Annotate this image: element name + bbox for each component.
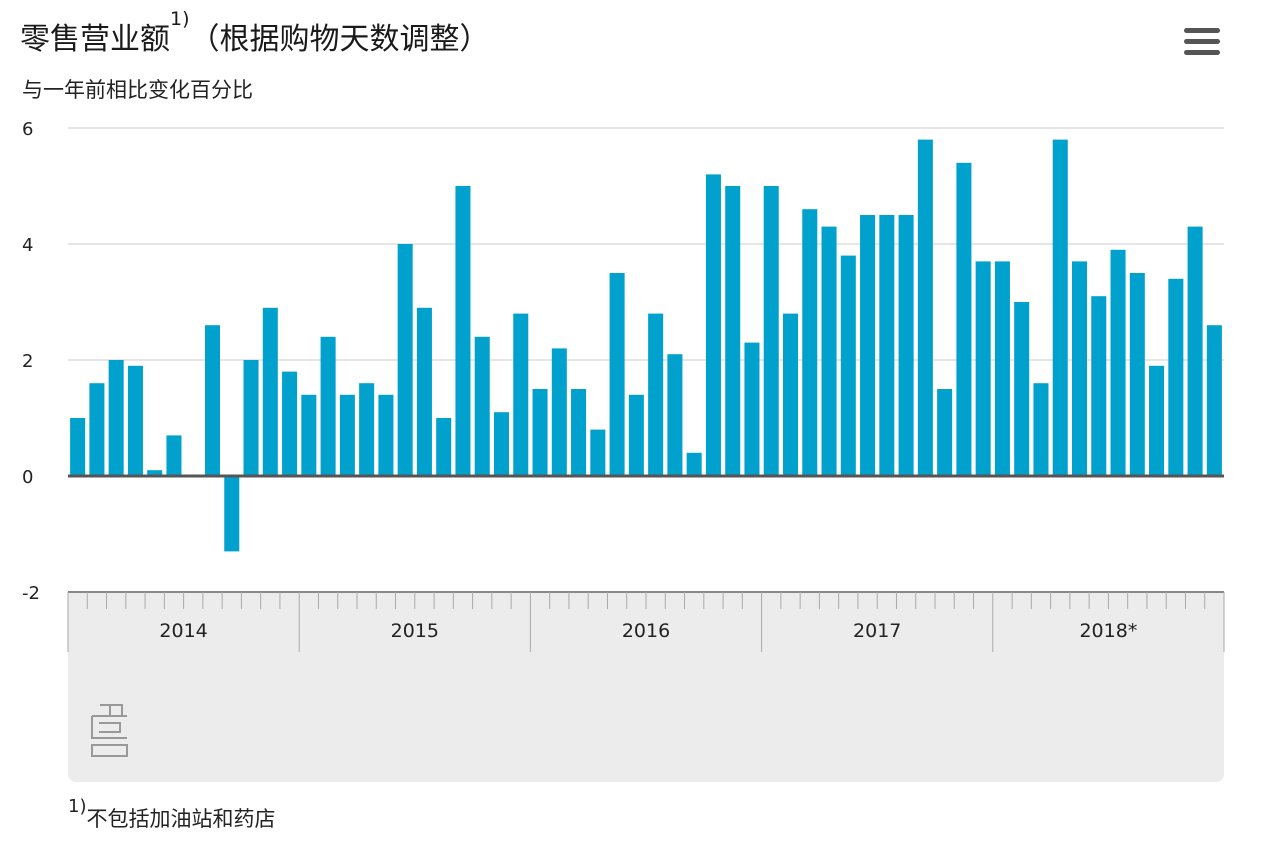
y-tick-label: 6	[22, 119, 33, 140]
bar	[686, 452, 702, 476]
footnote-marker: 1)	[68, 796, 87, 817]
y-tick-label: 0	[22, 467, 33, 488]
bar	[667, 354, 683, 476]
bar	[301, 394, 317, 476]
bar	[282, 371, 298, 476]
bar	[262, 307, 278, 476]
bar	[416, 307, 432, 476]
bar	[320, 336, 336, 476]
bar	[1033, 383, 1049, 476]
bar	[1129, 273, 1145, 476]
bar	[628, 394, 644, 476]
footnote-text: 不包括加油站和药店	[86, 807, 276, 831]
logo-icon	[91, 704, 128, 757]
bar	[1071, 261, 1088, 476]
y-tick-label: -2	[22, 583, 40, 604]
chart-title-text: 零售营业额	[20, 22, 170, 57]
bar	[70, 418, 86, 476]
x-year-label: 2018*	[1079, 620, 1137, 642]
bar	[359, 383, 375, 476]
bar	[705, 174, 721, 476]
x-year-label: 2015	[391, 620, 439, 642]
bar	[204, 325, 221, 476]
bar	[436, 418, 452, 476]
chart-title-qualifier: （根据购物天数调整）	[189, 22, 490, 57]
bar	[956, 162, 972, 477]
bar	[975, 261, 991, 476]
bar	[1014, 302, 1030, 476]
footnote: 1)不包括加油站和药店	[68, 798, 276, 833]
bar	[493, 412, 510, 476]
x-axis-panel	[68, 592, 1224, 782]
hamburger-menu-icon[interactable]	[1184, 28, 1220, 56]
bar	[551, 348, 567, 476]
bar	[1091, 296, 1107, 476]
bar	[108, 360, 124, 476]
y-tick-label: 4	[22, 235, 33, 256]
bar	[821, 226, 837, 476]
bar	[243, 360, 259, 476]
bar	[763, 186, 779, 476]
bar	[127, 365, 143, 476]
x-year-label: 2014	[159, 620, 207, 642]
bar	[532, 389, 548, 476]
bar	[1149, 365, 1165, 476]
bar	[937, 389, 953, 476]
bar	[166, 435, 182, 476]
bar	[994, 261, 1010, 476]
chart-title: 零售营业额1)（根据购物天数调整）	[20, 10, 490, 58]
chart-title-footnote-marker: 1)	[170, 8, 190, 30]
bar	[609, 273, 625, 476]
bar	[1110, 249, 1126, 476]
bar	[840, 255, 856, 476]
chart-subtitle: 与一年前相比变化百分比	[22, 78, 253, 102]
bar	[339, 394, 355, 476]
bar	[397, 244, 413, 476]
bar	[590, 429, 606, 476]
bar	[89, 383, 105, 476]
bar	[898, 215, 914, 476]
bar	[474, 336, 490, 476]
bar	[1187, 226, 1203, 476]
bar	[455, 186, 471, 476]
bar	[860, 215, 876, 476]
bar	[224, 476, 240, 552]
bar	[782, 313, 799, 476]
y-tick-label: 2	[22, 351, 33, 372]
bar	[648, 313, 664, 476]
bar	[744, 342, 760, 476]
bar	[513, 313, 529, 476]
bar	[725, 186, 741, 476]
bar	[1168, 278, 1184, 476]
bar	[1206, 325, 1222, 476]
bar	[802, 209, 818, 476]
x-year-label: 2017	[853, 620, 901, 642]
bar	[147, 470, 163, 476]
bar	[917, 139, 933, 476]
bar	[879, 215, 895, 476]
bar	[378, 394, 394, 476]
x-year-label: 2016	[622, 620, 670, 642]
bar	[1052, 139, 1068, 476]
bar-chart: -2 0 2 4 6 2014 2015 2016 2017 2018*	[22, 119, 1225, 782]
bar	[571, 389, 587, 476]
